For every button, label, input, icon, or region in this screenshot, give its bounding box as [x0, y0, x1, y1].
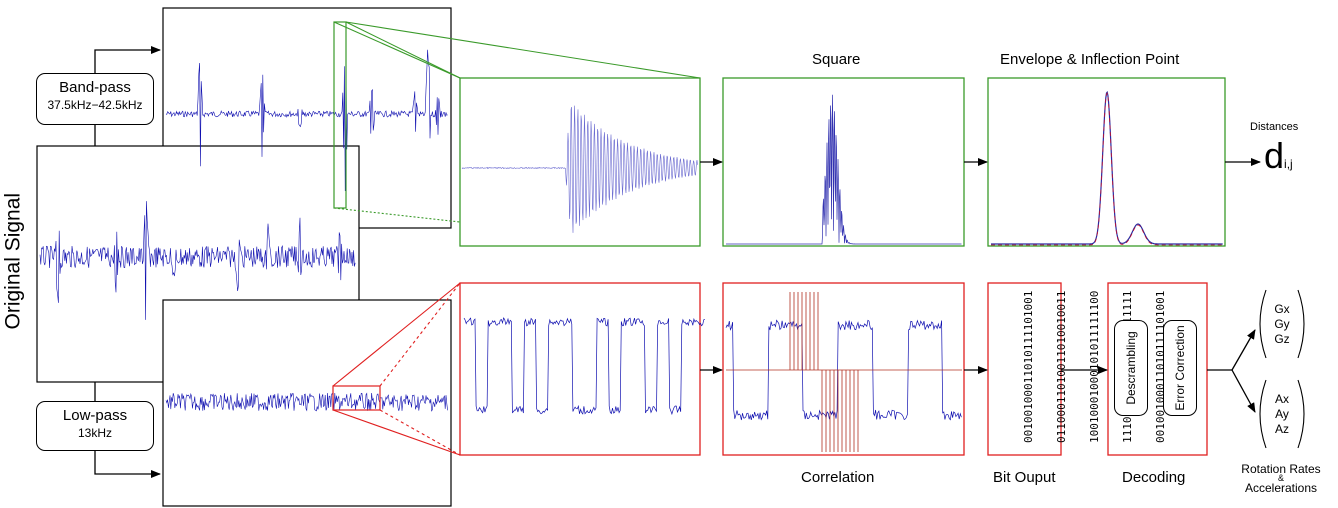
pulse-waveform: [461, 105, 698, 233]
correlation-waveform: [725, 292, 962, 452]
distance-subscript: i,j: [1284, 157, 1293, 171]
squared-waveform: [726, 94, 962, 245]
distances-label: Distances: [1250, 121, 1299, 133]
square-panel: [722, 77, 965, 247]
bandpass-title: Band-pass: [59, 79, 131, 96]
envelope-curve: [991, 90, 1223, 246]
correlation-title: Correlation: [801, 469, 875, 486]
lowpass-title: Low-pass: [62, 407, 128, 424]
bandpass-zoom-box: [333, 21, 347, 209]
bandpass-filter-box: Band-pass 37.5kHz−42.5kHz: [36, 73, 154, 125]
lowpass-zoom-box: [332, 385, 381, 411]
accel-vector: Ax Ay Az: [1274, 392, 1289, 436]
bit-row: 00100100011010111101001: [1022, 290, 1035, 443]
bit-output-title: Bit Ouput: [993, 469, 1056, 486]
bit-output-rows: 00100100011010111101001 0110001101001101…: [1001, 291, 1188, 443]
bit-row: 10010001000101011111100: [1088, 290, 1101, 443]
flow-arrows: [700, 158, 1261, 413]
distance-symbol: di,j: [1264, 135, 1293, 176]
bits-zoom-panel: [459, 282, 701, 456]
bandpass-waveform: [165, 49, 448, 192]
lowpass-zoom-waveform: [463, 317, 705, 416]
error-correction-step: Error Correction: [1163, 320, 1197, 416]
lowpass-filter-box: Low-pass 13kHz: [36, 401, 154, 451]
green-zoom-lines: [333, 21, 701, 223]
bit-output-panel: [987, 282, 1062, 456]
red-zoom-lines: [332, 282, 461, 456]
gyro-vector: Gx Gy Gz: [1274, 302, 1290, 346]
envelope-title: Envelope & Inflection Point: [1000, 51, 1180, 68]
decoding-title: Decoding: [1122, 469, 1186, 486]
correlation-panel: [722, 282, 965, 456]
original-signal-label: Original Signal: [1, 192, 25, 330]
envelope-panel: [987, 77, 1226, 247]
vector-brackets: [1259, 289, 1305, 449]
lowpass-range: 13kHz: [77, 426, 112, 440]
original-waveform: [39, 201, 356, 320]
outputs-label: Rotation Rates & Accelerations: [1241, 462, 1321, 495]
pulse-zoom-panel: [459, 77, 701, 247]
descrambling-step: Descrambling: [1114, 320, 1148, 416]
bandpass-range: 37.5kHz−42.5kHz: [47, 98, 143, 112]
bit-row: 01100011010011010010011: [1055, 290, 1068, 443]
square-title: Square: [812, 51, 861, 68]
lowpass-waveform: [165, 392, 448, 412]
